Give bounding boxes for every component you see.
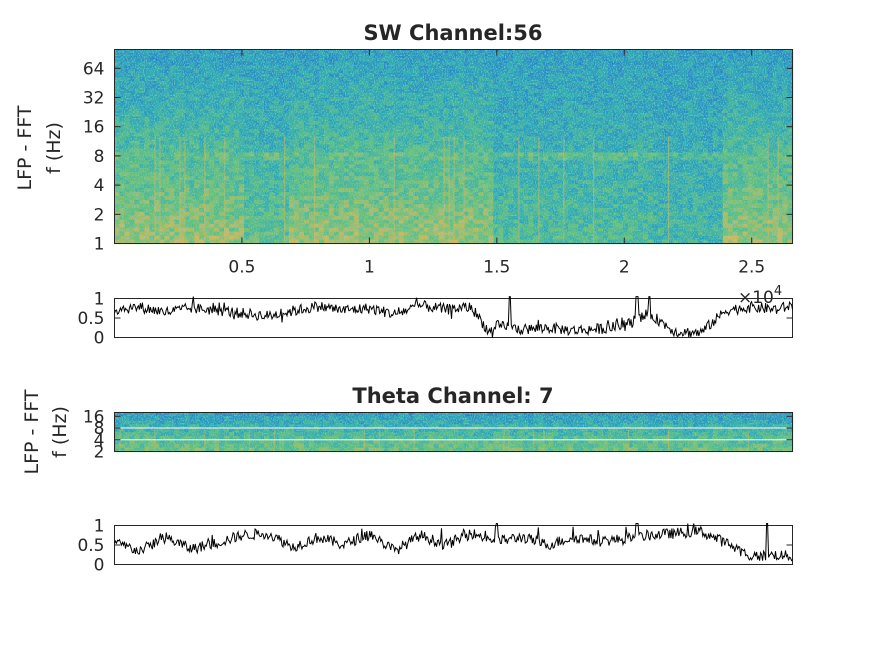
ytick-label: 4 <box>94 431 105 451</box>
ytick-label: 1 <box>94 517 105 537</box>
sw-trace-axes <box>114 298 793 338</box>
xtick-label: 1.5 <box>483 258 510 278</box>
ytick-label: 8 <box>94 147 105 167</box>
sw-ylabel-line1: LFP - FFT <box>14 105 36 190</box>
sw-trace-panel: 00.51 ×104 <box>77 284 793 349</box>
x-exponent-label: ×104 <box>738 284 782 308</box>
sw-trace-line <box>114 296 793 338</box>
xtick-label: 1 <box>364 258 375 278</box>
ytick-label: 1 <box>94 290 105 310</box>
ytick-label: 0.5 <box>77 536 104 556</box>
ytick-label: 0 <box>94 556 105 576</box>
xtick-label: 0.5 <box>228 258 255 278</box>
sw-ylabel-line2: f (Hz) <box>43 122 65 174</box>
theta-spectrogram-image <box>114 412 794 453</box>
xtick-label: 2 <box>619 258 630 278</box>
sw-trace-yaxis: 00.51 <box>77 290 793 349</box>
xtick-label: 2.5 <box>738 258 765 278</box>
theta-ylabel-line2: f (Hz) <box>49 406 71 458</box>
theta-trace-line <box>114 523 793 562</box>
theta-title: Theta Channel: 7 <box>352 384 553 408</box>
ytick-label: 32 <box>83 89 105 109</box>
theta-ylabel-line1: LFP - FFT <box>21 389 43 474</box>
sw-spectrogram-axes <box>114 49 793 244</box>
ytick-label: 16 <box>83 118 105 138</box>
sw-title: SW Channel:56 <box>363 21 542 45</box>
sw-spectrogram-panel: SW Channel:56 1 2 4 8 16 32 64 0.5 1 1.5 2 2.5 LFP… <box>14 21 794 278</box>
ytick-label: 1 <box>94 235 105 255</box>
ytick-label: 0.5 <box>77 309 104 329</box>
theta-trace-panel: 00.51 <box>77 517 793 576</box>
sw-spectrogram-yaxis: 1 2 4 8 16 32 64 <box>83 59 793 255</box>
theta-trace-yaxis: 00.51 <box>77 517 793 576</box>
ytick-label: 8 <box>94 419 105 439</box>
sw-spectrogram-image <box>114 49 794 245</box>
ytick-label: 2 <box>94 205 105 225</box>
ytick-label: 0 <box>94 329 105 349</box>
theta-spectrogram-axes <box>114 412 793 452</box>
sw-spectrogram-xaxis: 0.5 1 1.5 2 2.5 <box>228 49 765 278</box>
ytick-label: 16 <box>83 407 105 427</box>
ytick-label: 64 <box>83 59 105 79</box>
ytick-label: 2 <box>94 443 105 463</box>
ytick-label: 4 <box>94 176 105 196</box>
